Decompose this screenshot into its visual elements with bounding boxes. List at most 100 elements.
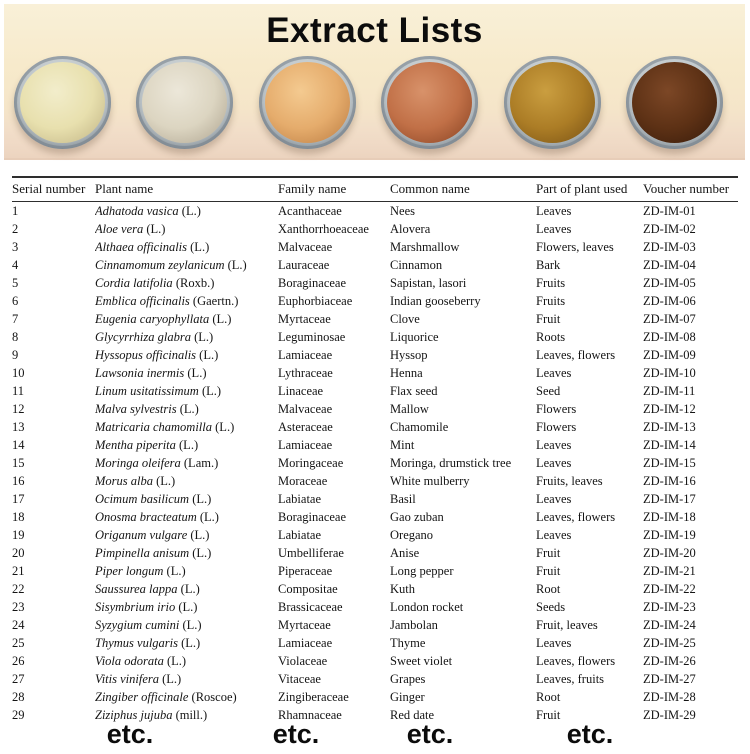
voucher-number-cell: ZD-IM-21 bbox=[643, 564, 696, 578]
plant-name-cell: Viola odorata (L.) bbox=[95, 652, 278, 670]
plant-name-cell: Cinnamomum zeylanicum (L.) bbox=[95, 256, 278, 274]
table-row: 5 Cordia latifolia (Roxb.) Boraginaceae Sap… bbox=[12, 274, 738, 292]
serial-number-cell: 27 bbox=[12, 672, 25, 686]
golden-brown-extract-powder bbox=[509, 62, 595, 143]
common-name-cell: Jambolan bbox=[390, 618, 438, 632]
voucher-number-cell: ZD-IM-20 bbox=[643, 546, 696, 560]
plant-authority: (L.) bbox=[146, 222, 166, 236]
plant-scientific-name: Cinnamomum zeylanicum bbox=[95, 258, 225, 272]
plant-authority: (L.) bbox=[192, 492, 212, 506]
plant-name-cell: Linum usitatissimum (L.) bbox=[95, 382, 278, 400]
serial-number-cell: 12 bbox=[12, 402, 25, 416]
plant-scientific-name: Malva sylvestris bbox=[95, 402, 177, 416]
serial-number-cell: 11 bbox=[12, 384, 25, 398]
common-name-cell: Liquorice bbox=[390, 330, 439, 344]
voucher-number-cell: ZD-IM-13 bbox=[643, 420, 696, 434]
plant-authority: (Roxb.) bbox=[175, 276, 215, 290]
family-name-cell: Boraginaceae bbox=[278, 510, 347, 524]
terracotta-extract-powder bbox=[387, 62, 473, 143]
serial-number-cell: 13 bbox=[12, 420, 25, 434]
common-name-cell: White mulberry bbox=[390, 474, 470, 488]
light-tan-extract-powder bbox=[264, 62, 350, 143]
plant-authority: (L.) bbox=[182, 618, 202, 632]
plant-scientific-name: Linum usitatissimum bbox=[95, 384, 199, 398]
plant-scientific-name: Aloe vera bbox=[95, 222, 144, 236]
plant-part-cell: Fruits bbox=[536, 294, 566, 308]
common-name-cell: Basil bbox=[390, 492, 416, 506]
family-name-cell: Moringaceae bbox=[278, 456, 344, 470]
serial-number-cell: 29 bbox=[12, 708, 25, 722]
family-name-cell: Xanthorrhoeaceae bbox=[278, 222, 369, 236]
plant-scientific-name: Emblica officinalis bbox=[95, 294, 190, 308]
family-name-cell: Asteraceae bbox=[278, 420, 333, 434]
plant-part-cell: Roots bbox=[536, 330, 566, 344]
common-name-cell: Flax seed bbox=[390, 384, 438, 398]
plant-scientific-name: Syzygium cumini bbox=[95, 618, 180, 632]
plant-name-cell: Zingiber officinale (Roscoe) bbox=[95, 688, 278, 706]
plant-name-cell: Thymus vulgaris (L.) bbox=[95, 634, 278, 652]
plant-scientific-name: Eugenia caryophyllata bbox=[95, 312, 210, 326]
common-name-cell: Indian gooseberry bbox=[390, 294, 481, 308]
serial-number-cell: 3 bbox=[12, 240, 19, 254]
serial-number-cell: 1 bbox=[12, 204, 19, 218]
table-row: 17 Ocimum basilicum (L.) Labiatae Basil Leav… bbox=[12, 490, 738, 508]
table-header-row: Serial number Plant name Family name Common… bbox=[12, 176, 738, 202]
voucher-number-cell: ZD-IM-23 bbox=[643, 600, 696, 614]
table-row: 20 Pimpinella anisum (L.) Umbelliferae Anis… bbox=[12, 544, 738, 562]
plant-authority: (L.) bbox=[192, 546, 212, 560]
etc-label-4: etc. bbox=[566, 719, 614, 749]
plant-scientific-name: Adhatoda vasica bbox=[95, 204, 179, 218]
table-row: 7 Eugenia caryophyllata (L.) Myrtaceae Clov… bbox=[12, 310, 738, 328]
etc-label-3: etc. bbox=[406, 719, 454, 749]
family-name-cell: Labiatae bbox=[278, 528, 322, 542]
plant-scientific-name: Althaea officinalis bbox=[95, 240, 188, 254]
plant-part-cell: Fruits, leaves bbox=[536, 474, 603, 488]
plant-authority: (L.) bbox=[199, 348, 219, 362]
plant-authority: (L.) bbox=[179, 402, 199, 416]
table-row: 16 Morus alba (L.) Moraceae White mulberry F… bbox=[12, 472, 738, 490]
family-name-cell: Labiatae bbox=[278, 492, 322, 506]
table-row: 1 Adhatoda vasica (L.) Acanthaceae Nees Leav… bbox=[12, 202, 738, 221]
common-name-cell: Oregano bbox=[390, 528, 434, 542]
serial-number-cell: 21 bbox=[12, 564, 25, 578]
plant-part-cell: Leaves, fruits bbox=[536, 672, 605, 686]
common-name-cell: Grapes bbox=[390, 672, 426, 686]
voucher-number-cell: ZD-IM-16 bbox=[643, 474, 696, 488]
voucher-number-cell: ZD-IM-04 bbox=[643, 258, 696, 272]
column-header-serial-number: Serial number bbox=[12, 176, 95, 202]
petri-dish-2 bbox=[136, 56, 234, 149]
serial-number-cell: 26 bbox=[12, 654, 25, 668]
serial-number-cell: 15 bbox=[12, 456, 25, 470]
plant-authority: (mill.) bbox=[175, 708, 208, 722]
table-row: 6 Emblica officinalis (Gaertn.) Euphorbiac… bbox=[12, 292, 738, 310]
family-name-cell: Boraginaceae bbox=[278, 276, 347, 290]
extract-table: Serial number Plant name Family name Common… bbox=[12, 176, 738, 724]
voucher-number-cell: ZD-IM-27 bbox=[643, 672, 696, 686]
common-name-cell: Red date bbox=[390, 708, 435, 722]
voucher-number-cell: ZD-IM-05 bbox=[643, 276, 696, 290]
etc-label-2: etc. bbox=[272, 719, 320, 749]
serial-number-cell: 4 bbox=[12, 258, 19, 272]
extract-table-area: Serial number Plant name Family name Common… bbox=[12, 176, 738, 724]
table-row: 13 Matricaria chamomilla (L.) Asteraceae Ch… bbox=[12, 418, 738, 436]
column-header-plant-name: Plant name bbox=[95, 176, 278, 202]
plant-name-cell: Adhatoda vasica (L.) bbox=[95, 202, 278, 221]
plant-authority: (L.) bbox=[194, 330, 214, 344]
voucher-number-cell: ZD-IM-26 bbox=[643, 654, 696, 668]
plant-part-cell: Fruits bbox=[536, 276, 566, 290]
plant-part-cell: Seed bbox=[536, 384, 561, 398]
plant-scientific-name: Vitis vinifera bbox=[95, 672, 159, 686]
voucher-number-cell: ZD-IM-22 bbox=[643, 582, 696, 596]
table-row: 27 Vitis vinifera (L.) Vitaceae Grapes Leave… bbox=[12, 670, 738, 688]
voucher-number-cell: ZD-IM-24 bbox=[643, 618, 696, 632]
petri-dish-5 bbox=[503, 56, 601, 149]
family-name-cell: Leguminosae bbox=[278, 330, 346, 344]
plant-scientific-name: Zingiber officinale bbox=[95, 690, 189, 704]
common-name-cell: Ginger bbox=[390, 690, 425, 704]
common-name-cell: London rocket bbox=[390, 600, 464, 614]
serial-number-cell: 17 bbox=[12, 492, 25, 506]
plant-name-cell: Piper longum (L.) bbox=[95, 562, 278, 580]
serial-number-cell: 28 bbox=[12, 690, 25, 704]
voucher-number-cell: ZD-IM-07 bbox=[643, 312, 696, 326]
plant-scientific-name: Onosma bracteatum bbox=[95, 510, 197, 524]
